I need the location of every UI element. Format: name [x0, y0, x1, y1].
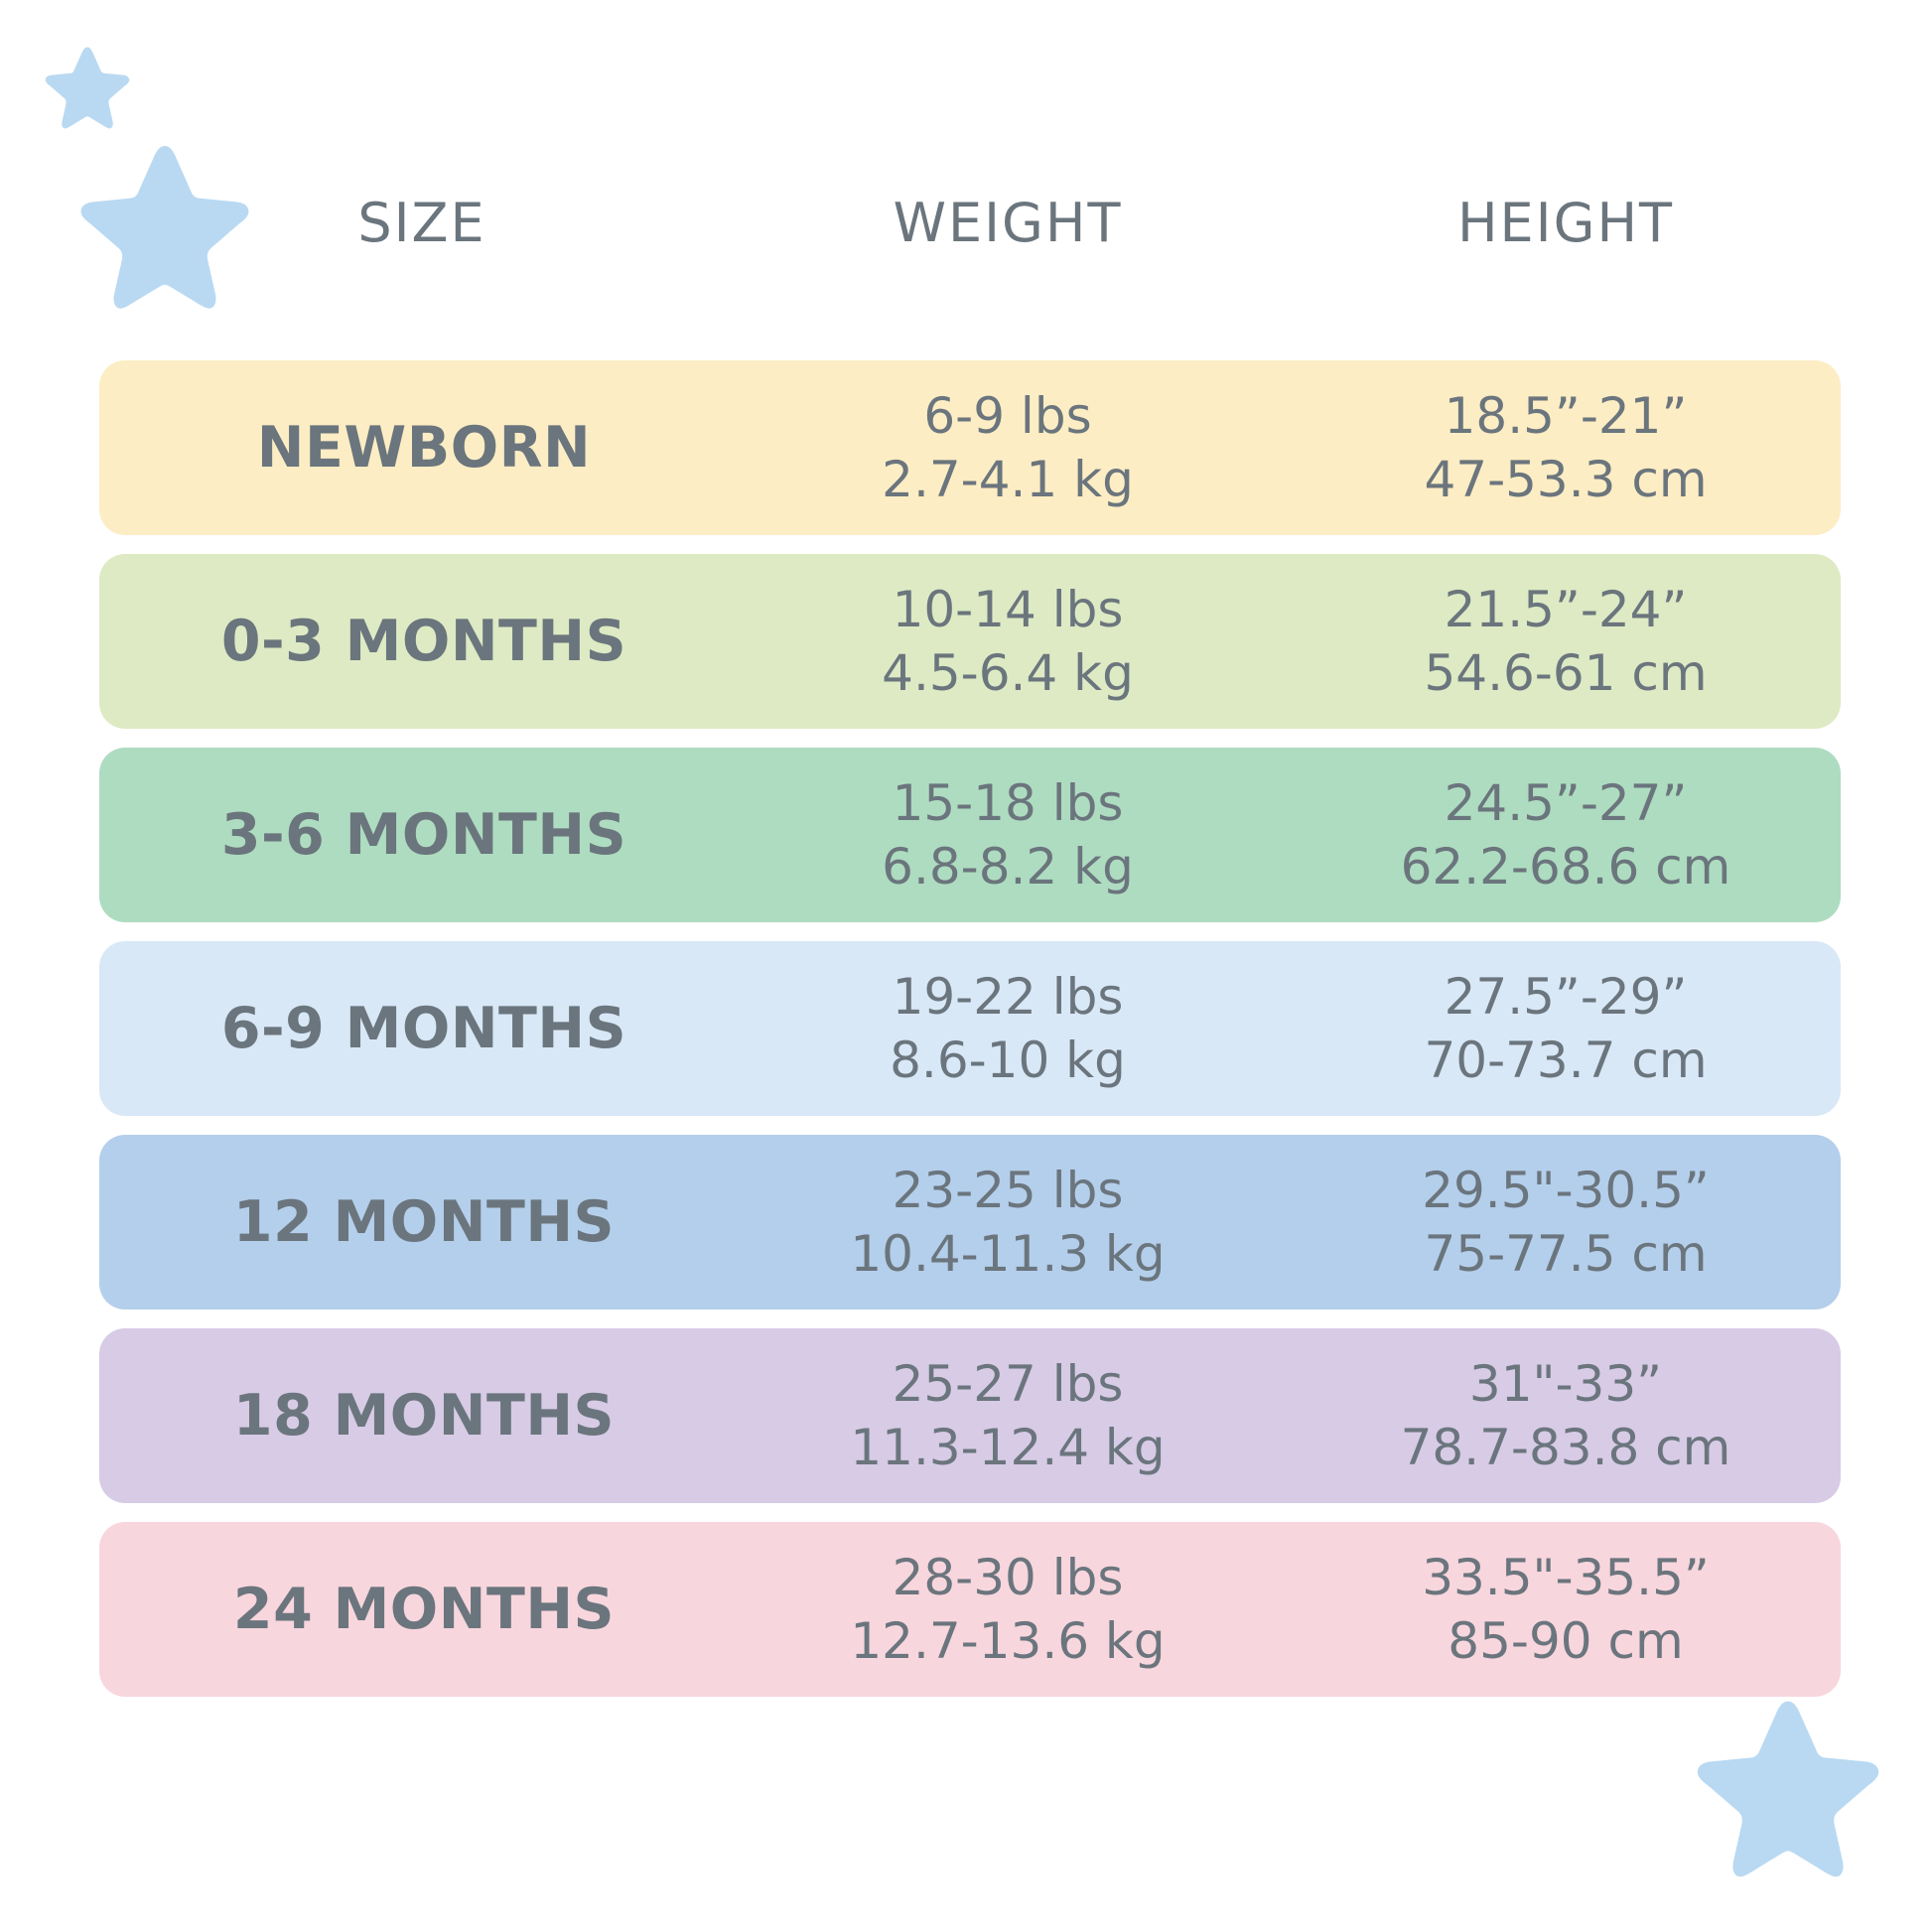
cell-size: 12 MONTHS [232, 1189, 616, 1255]
height-cm: 85-90 cm [1448, 1612, 1684, 1670]
table-row: 3-6 MONTHS 15-18 lbs 6.8-8.2 kg 24.5”-27” 62… [99, 748, 1841, 922]
star-icon [77, 139, 252, 314]
height-cm: 75-77.5 cm [1424, 1225, 1708, 1283]
table-row: 0-3 MONTHS 10-14 lbs 4.5-6.4 kg 21.5”-24” 54… [99, 554, 1841, 729]
table-header-row: SIZE WEIGHT HEIGHT [99, 184, 1841, 263]
cell-height: 18.5”-21” 47-53.3 cm [1291, 384, 1841, 511]
cell-size: 18 MONTHS [232, 1383, 616, 1449]
column-header-size: SIZE [357, 192, 486, 254]
weight-lbs: 6-9 lbs [923, 387, 1092, 445]
weight-lbs: 23-25 lbs [892, 1162, 1124, 1219]
cell-weight: 28-30 lbs 12.7-13.6 kg [725, 1546, 1291, 1673]
table-row: 12 MONTHS 23-25 lbs 10.4-11.3 kg 29.5"-30.5… [99, 1135, 1841, 1310]
weight-lbs: 15-18 lbs [892, 774, 1124, 832]
cell-size: 0-3 MONTHS [220, 609, 627, 674]
cell-size: 6-9 MONTHS [220, 996, 627, 1061]
cell-size: 24 MONTHS [232, 1577, 616, 1642]
column-header-weight: WEIGHT [893, 192, 1123, 254]
cell-size: NEWBORN [256, 415, 592, 481]
weight-kg: 6.8-8.2 kg [882, 838, 1134, 896]
table-body: NEWBORN 6-9 lbs 2.7-4.1 kg 18.5”-21” 47-53.3… [99, 360, 1841, 1716]
star-icon [1694, 1694, 1882, 1882]
table-row: NEWBORN 6-9 lbs 2.7-4.1 kg 18.5”-21” 47-53.3… [99, 360, 1841, 535]
cell-weight: 19-22 lbs 8.6-10 kg [725, 965, 1291, 1092]
cell-height: 21.5”-24” 54.6-61 cm [1291, 578, 1841, 705]
height-inches: 21.5”-24” [1444, 581, 1688, 638]
cell-height: 24.5”-27” 62.2-68.6 cm [1291, 771, 1841, 898]
height-inches: 31"-33” [1468, 1355, 1663, 1413]
weight-lbs: 25-27 lbs [892, 1355, 1124, 1413]
height-cm: 47-53.3 cm [1424, 451, 1708, 508]
cell-height: 31"-33” 78.7-83.8 cm [1291, 1352, 1841, 1479]
height-inches: 29.5"-30.5” [1422, 1162, 1710, 1219]
cell-weight: 25-27 lbs 11.3-12.4 kg [725, 1352, 1291, 1479]
weight-lbs: 28-30 lbs [892, 1549, 1124, 1606]
star-icon [44, 44, 131, 131]
cell-size: 3-6 MONTHS [220, 802, 627, 868]
weight-kg: 10.4-11.3 kg [850, 1225, 1166, 1283]
cell-weight: 23-25 lbs 10.4-11.3 kg [725, 1159, 1291, 1286]
cell-height: 27.5”-29” 70-73.7 cm [1291, 965, 1841, 1092]
cell-height: 33.5"-35.5” 85-90 cm [1291, 1546, 1841, 1673]
height-cm: 54.6-61 cm [1424, 644, 1708, 702]
table-row: 6-9 MONTHS 19-22 lbs 8.6-10 kg 27.5”-29” 70-… [99, 941, 1841, 1116]
weight-kg: 2.7-4.1 kg [882, 451, 1134, 508]
weight-kg: 4.5-6.4 kg [882, 644, 1134, 702]
weight-kg: 11.3-12.4 kg [850, 1419, 1166, 1476]
height-cm: 62.2-68.6 cm [1400, 838, 1731, 896]
cell-height: 29.5"-30.5” 75-77.5 cm [1291, 1159, 1841, 1286]
table-row: 18 MONTHS 25-27 lbs 11.3-12.4 kg 31"-33” 78.… [99, 1328, 1841, 1503]
table-row: 24 MONTHS 28-30 lbs 12.7-13.6 kg 33.5"-35.5… [99, 1522, 1841, 1697]
height-inches: 24.5”-27” [1444, 774, 1688, 832]
column-header-height: HEIGHT [1456, 192, 1675, 254]
height-inches: 27.5”-29” [1444, 968, 1688, 1026]
cell-weight: 10-14 lbs 4.5-6.4 kg [725, 578, 1291, 705]
weight-kg: 12.7-13.6 kg [850, 1612, 1166, 1670]
height-cm: 78.7-83.8 cm [1400, 1419, 1731, 1476]
cell-weight: 6-9 lbs 2.7-4.1 kg [725, 384, 1291, 511]
weight-lbs: 19-22 lbs [892, 968, 1124, 1026]
height-inches: 33.5"-35.5” [1422, 1549, 1710, 1606]
height-cm: 70-73.7 cm [1424, 1032, 1708, 1089]
height-inches: 18.5”-21” [1444, 387, 1688, 445]
weight-lbs: 10-14 lbs [892, 581, 1124, 638]
cell-weight: 15-18 lbs 6.8-8.2 kg [725, 771, 1291, 898]
weight-kg: 8.6-10 kg [890, 1032, 1126, 1089]
